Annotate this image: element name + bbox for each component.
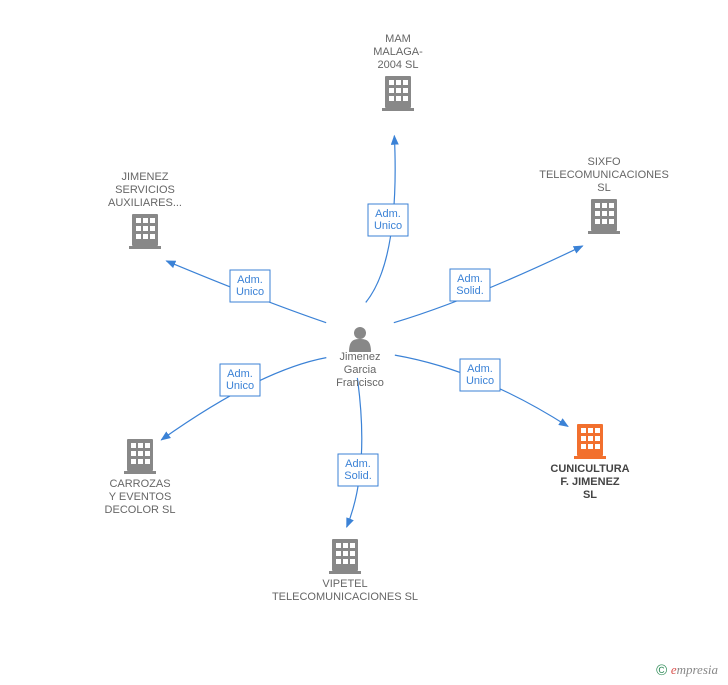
edge-label-sixfo: Adm. xyxy=(457,273,483,285)
attribution: © empresia xyxy=(656,662,718,679)
company-label: CARROZAS xyxy=(109,478,170,490)
center-label: Garcia xyxy=(344,364,377,376)
company-node-cunicultura[interactable]: CUNICULTURAF. JIMENEZSL xyxy=(550,424,629,501)
company-label: 2004 SL xyxy=(378,59,419,71)
edge-label-vipetel: Solid. xyxy=(344,470,372,482)
edge-label-carrozas: Unico xyxy=(226,380,254,392)
building-icon xyxy=(382,76,414,111)
company-node-carrozas[interactable]: CARROZASY EVENTOSDECOLOR SL xyxy=(105,439,176,516)
center-label: Francisco xyxy=(336,377,384,389)
company-label: DECOLOR SL xyxy=(105,504,176,516)
edge-label-mam: Unico xyxy=(374,220,402,232)
center-person-node[interactable]: JimenezGarciaFrancisco xyxy=(336,327,384,389)
edge-label-cunicultura: Unico xyxy=(466,375,494,387)
company-label: SL xyxy=(583,489,597,501)
brand-rest: mpresia xyxy=(677,662,718,677)
building-icon xyxy=(329,539,361,574)
network-diagram: Adm.UnicoAdm.Solid.Adm.UnicoAdm.Solid.Ad… xyxy=(0,0,728,685)
company-node-sixfo[interactable]: SIXFOTELECOMUNICACIONESSL xyxy=(539,156,669,234)
building-icon xyxy=(124,439,156,474)
center-label: Jimenez xyxy=(340,351,381,363)
company-label: CUNICULTURA xyxy=(550,463,629,475)
company-label: SERVICIOS xyxy=(115,184,175,196)
edge-vipetel xyxy=(347,378,362,527)
edge-label-cunicultura: Adm. xyxy=(467,363,493,375)
company-label: Y EVENTOS xyxy=(109,491,172,503)
company-label: MAM xyxy=(385,33,411,45)
company-label: JIMENEZ xyxy=(121,171,168,183)
company-label: TELECOMUNICACIONES SL xyxy=(272,591,418,603)
building-icon xyxy=(588,199,620,234)
copyright-symbol: © xyxy=(656,662,667,679)
company-label: TELECOMUNICACIONES xyxy=(539,169,669,181)
company-label: F. JIMENEZ xyxy=(560,476,620,488)
building-icon xyxy=(574,424,606,459)
edge-label-mam: Adm. xyxy=(375,208,401,220)
company-node-vipetel[interactable]: VIPETELTELECOMUNICACIONES SL xyxy=(272,539,418,603)
person-icon xyxy=(349,327,371,352)
company-node-mam[interactable]: MAMMALAGA-2004 SL xyxy=(373,33,423,111)
company-label: VIPETEL xyxy=(322,578,367,590)
edge-label-sixfo: Solid. xyxy=(456,285,484,297)
edge-label-vipetel: Adm. xyxy=(345,458,371,470)
company-label: SL xyxy=(597,182,610,194)
company-node-jimenez_aux[interactable]: JIMENEZSERVICIOSAUXILIARES... xyxy=(108,171,182,249)
company-label: MALAGA- xyxy=(373,46,423,58)
company-label: AUXILIARES... xyxy=(108,197,182,209)
edge-label-jimenez_aux: Unico xyxy=(236,286,264,298)
edge-label-carrozas: Adm. xyxy=(227,368,253,380)
company-label: SIXFO xyxy=(587,156,620,168)
building-icon xyxy=(129,214,161,249)
edge-label-jimenez_aux: Adm. xyxy=(237,274,263,286)
